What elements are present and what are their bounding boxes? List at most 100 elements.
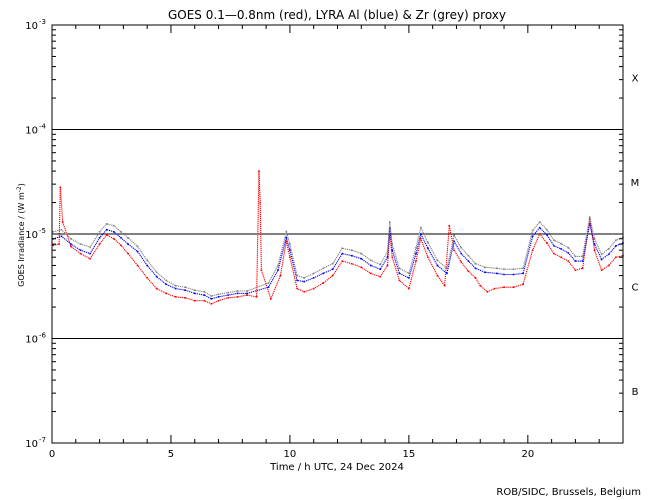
data-point-2-47 <box>453 234 455 237</box>
data-point-2-34 <box>360 252 363 255</box>
data-point-0-17 <box>184 297 186 299</box>
data-point-1-11 <box>146 264 148 267</box>
data-point-0-67 <box>553 252 555 255</box>
data-point-2-26 <box>289 243 291 245</box>
data-point-2-11 <box>146 259 148 262</box>
data-point-2-64 <box>588 216 591 218</box>
data-point-0-48 <box>415 260 417 262</box>
data-point-2-0 <box>52 231 54 233</box>
data-point-0-10 <box>120 244 122 247</box>
data-point-1-58 <box>546 234 548 236</box>
data-point-1-66 <box>600 258 603 261</box>
data-point-0-19 <box>203 299 206 302</box>
data-point-2-68 <box>615 239 617 242</box>
data-point-0-60 <box>493 287 496 290</box>
data-point-0-61 <box>503 286 505 288</box>
data-point-1-16 <box>193 292 196 295</box>
data-point-0-20 <box>210 303 213 305</box>
data-point-0-13 <box>146 277 148 279</box>
data-point-2-17 <box>203 291 206 293</box>
data-point-1-51 <box>484 271 486 274</box>
y-axis-label: GOES Irradiance / (W m-2) <box>16 183 26 287</box>
data-point-0-56 <box>467 270 470 273</box>
data-point-0-66 <box>546 242 548 244</box>
data-point-0-28 <box>260 269 263 271</box>
data-point-2-60 <box>560 242 562 245</box>
y-tick-exponent-0: -3 <box>39 18 46 26</box>
data-point-0-3 <box>61 221 64 223</box>
x-tick-label-5: 5 <box>168 449 174 460</box>
data-point-2-14 <box>174 284 177 287</box>
data-point-1-48 <box>460 252 462 255</box>
data-point-1-6 <box>105 228 108 231</box>
data-point-0-53 <box>448 224 451 227</box>
data-point-2-61 <box>567 246 570 249</box>
data-point-1-52 <box>496 272 498 275</box>
data-point-2-10 <box>136 245 139 248</box>
data-point-1-35 <box>370 264 372 267</box>
data-point-0-25 <box>255 296 258 298</box>
data-point-1-40 <box>398 272 401 275</box>
data-point-2-9 <box>127 237 129 239</box>
data-point-2-30 <box>322 267 324 270</box>
data-point-0-15 <box>165 292 167 295</box>
data-point-0-58 <box>479 284 481 287</box>
data-point-0-11 <box>127 252 129 255</box>
data-point-0-12 <box>136 264 139 267</box>
data-point-2-52 <box>496 267 498 270</box>
data-point-2-35 <box>370 259 372 262</box>
data-point-2-39 <box>391 243 393 245</box>
data-point-2-65 <box>593 238 596 240</box>
data-point-0-55 <box>460 261 462 263</box>
data-point-0-5 <box>79 252 82 255</box>
data-point-1-3 <box>79 249 82 251</box>
series-2 <box>52 216 624 297</box>
data-point-2-62 <box>574 255 577 258</box>
data-point-0-42 <box>379 275 382 278</box>
data-point-0-50 <box>427 256 429 258</box>
data-point-1-60 <box>560 248 562 250</box>
data-point-0-32 <box>289 256 291 258</box>
data-point-1-12 <box>155 275 158 278</box>
flare-class-m: M <box>631 178 640 189</box>
data-point-0-38 <box>341 260 344 262</box>
series-0 <box>52 170 624 305</box>
data-point-1-49 <box>467 260 470 262</box>
data-point-1-8 <box>120 237 122 239</box>
data-point-2-41 <box>408 272 410 275</box>
data-point-0-4 <box>70 245 72 248</box>
y-tick-label-2: 10 <box>25 230 38 241</box>
y-tick-exponent-2: -5 <box>39 227 46 235</box>
data-point-0-40 <box>360 266 363 269</box>
data-point-2-1 <box>60 228 63 231</box>
data-point-0-43 <box>386 264 389 267</box>
data-point-0-33 <box>296 287 298 290</box>
data-point-2-16 <box>193 289 196 291</box>
data-point-2-42 <box>415 246 417 249</box>
data-point-0-63 <box>522 283 524 286</box>
data-point-0-41 <box>370 272 372 275</box>
data-point-0-26 <box>258 170 260 172</box>
flare-class-x: X <box>632 73 639 84</box>
data-point-1-39 <box>391 249 393 251</box>
data-point-1-44 <box>427 247 429 250</box>
data-point-2-44 <box>427 241 429 244</box>
data-point-2-40 <box>398 267 401 270</box>
data-point-0-21 <box>217 299 220 302</box>
data-point-2-67 <box>607 248 610 250</box>
data-point-2-7 <box>113 224 115 227</box>
data-point-2-38 <box>389 221 391 223</box>
data-point-2-13 <box>165 279 167 282</box>
data-point-0-37 <box>331 274 334 277</box>
data-point-0-59 <box>486 291 489 293</box>
data-point-1-55 <box>522 272 524 275</box>
data-point-0-69 <box>567 260 570 262</box>
data-point-2-63 <box>581 255 584 258</box>
data-point-2-21 <box>236 290 239 292</box>
data-point-1-41 <box>408 277 410 279</box>
data-point-0-0 <box>52 244 54 247</box>
series-layer <box>52 170 624 305</box>
data-point-2-50 <box>474 262 477 265</box>
data-point-2-36 <box>379 263 382 266</box>
